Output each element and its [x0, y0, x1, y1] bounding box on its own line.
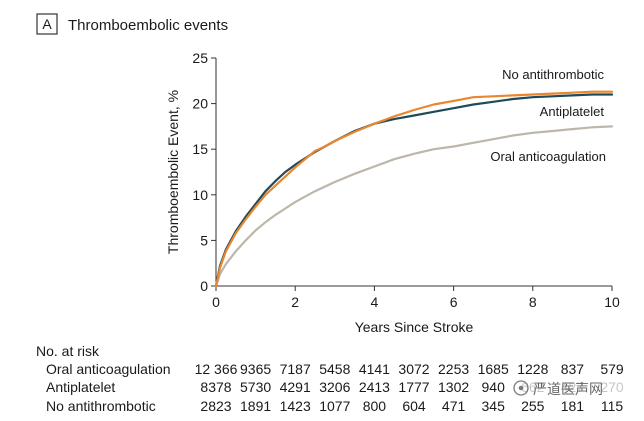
y-tick-label: 25 — [192, 50, 208, 66]
y-tick-label: 5 — [200, 232, 208, 248]
risk-cell: 12 366 — [195, 361, 238, 377]
risk-cell: 8378 — [200, 379, 231, 395]
risk-cell: 255 — [521, 398, 545, 414]
x-axis-label: Years Since Stroke — [355, 319, 474, 335]
series-line-antiplatelet — [214, 93, 614, 288]
panel-title: Thromboembolic events — [68, 17, 228, 34]
y-tick-label: 20 — [192, 96, 208, 112]
x-tick-label: 2 — [291, 294, 299, 310]
risk-table-heading: No. at risk — [36, 343, 100, 359]
risk-cell: 2413 — [359, 379, 390, 395]
risk-cell: 1891 — [240, 398, 271, 414]
axes: 0 5 10 15 20 25 0 2 4 6 8 10 — [192, 50, 620, 310]
risk-cell: 1302 — [438, 379, 469, 395]
risk-row-label: Antiplatelet — [46, 379, 115, 395]
risk-cell: 604 — [402, 398, 426, 414]
risk-cell: 345 — [482, 398, 506, 414]
series-label-antiplatelet: Antiplatelet — [540, 104, 605, 119]
risk-cell: 181 — [561, 398, 585, 414]
risk-cell: 2823 — [200, 398, 231, 414]
risk-cell: 5730 — [240, 379, 271, 395]
risk-cell: 1077 — [319, 398, 350, 414]
y-axis-label: Thromboembolic Event, % — [165, 90, 181, 254]
risk-cell: 1685 — [478, 361, 509, 377]
risk-cell: 800 — [363, 398, 387, 414]
y-tick-label: 15 — [192, 141, 208, 157]
series-group — [214, 90, 614, 288]
risk-cell: 837 — [561, 361, 585, 377]
series-label-no-antithrombotic: No antithrombotic — [502, 67, 604, 82]
series-label-oral-anticoagulation: Oral anticoagulation — [490, 149, 606, 164]
x-ticks: 0 2 4 6 8 10 — [212, 286, 620, 310]
risk-table: Oral anticoagulation 12 366 9365 7187 5458 41… — [46, 361, 624, 414]
watermark-logo-dot-icon — [518, 385, 524, 391]
x-tick-label: 4 — [371, 294, 379, 310]
watermark: 严道医声网 — [510, 378, 628, 398]
risk-cell: 4291 — [280, 379, 311, 395]
risk-cell: 3206 — [319, 379, 350, 395]
watermark-logo-icon — [513, 380, 529, 396]
risk-cell: 9365 — [240, 361, 271, 377]
y-tick-label: 10 — [192, 187, 208, 203]
risk-cell: 1423 — [280, 398, 311, 414]
x-tick-label: 10 — [604, 294, 620, 310]
risk-row-label: Oral anticoagulation — [46, 361, 171, 377]
series-line-no-antithrombotic — [214, 90, 614, 288]
panel-letter: A — [42, 16, 52, 32]
risk-cell: 4141 — [359, 361, 390, 377]
y-ticks: 0 5 10 15 20 25 — [192, 50, 216, 294]
y-tick-label: 0 — [200, 278, 208, 294]
watermark-bg — [510, 378, 628, 398]
x-tick-label: 8 — [529, 294, 537, 310]
risk-row-label: No antithrombotic — [46, 398, 156, 414]
panel-letter-box — [36, 13, 58, 35]
risk-cell: 2253 — [438, 361, 469, 377]
risk-cell: 1777 — [398, 379, 429, 395]
risk-cell: 471 — [442, 398, 466, 414]
x-tick-label: 0 — [212, 294, 220, 310]
risk-cell: 3072 — [398, 361, 429, 377]
risk-cell: 940 — [482, 379, 506, 395]
risk-cell: 115 — [601, 398, 624, 414]
series-line-oral-anticoagulation — [214, 125, 614, 288]
x-tick-label: 6 — [450, 294, 458, 310]
risk-cell: 579 — [600, 361, 624, 377]
risk-cell: 1228 — [517, 361, 548, 377]
risk-cell: 7187 — [280, 361, 311, 377]
risk-cell: 5458 — [319, 361, 350, 377]
watermark-text: 严道医声网 — [533, 381, 603, 397]
